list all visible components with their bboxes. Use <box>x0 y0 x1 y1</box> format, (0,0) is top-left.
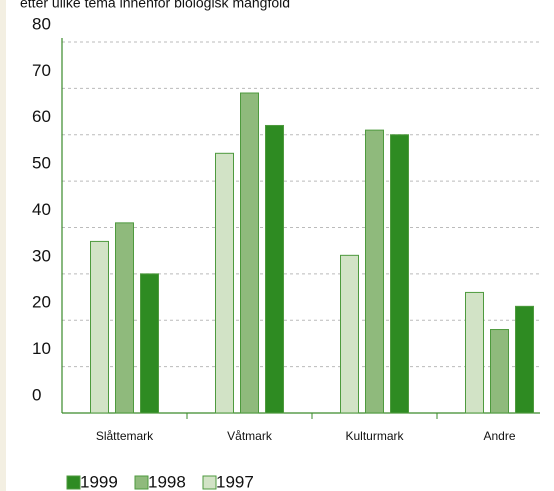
x-tick-label: Våtmark <box>227 429 273 443</box>
x-tick-label: Andre <box>483 429 515 443</box>
y-tick-label: 60 <box>32 107 51 126</box>
y-tick-label: 70 <box>32 61 51 80</box>
x-tick-label: Kulturmark <box>345 429 404 443</box>
y-tick-label: 10 <box>32 339 51 358</box>
bar <box>515 305 534 414</box>
legend-swatch <box>66 475 81 490</box>
bar <box>340 254 359 414</box>
bar <box>490 329 509 414</box>
bar <box>265 124 284 414</box>
x-tick-label: Slåttemark <box>96 429 154 443</box>
bar <box>365 129 384 414</box>
legend-swatch <box>202 475 217 490</box>
legend-label: 1997 <box>216 472 254 491</box>
bar <box>465 291 484 414</box>
y-tick-label: 0 <box>32 385 41 404</box>
bar <box>215 152 234 414</box>
bar <box>115 222 134 414</box>
bar <box>90 240 109 414</box>
y-tick-label: 80 <box>32 14 51 33</box>
bar <box>390 134 409 414</box>
y-tick-label: 50 <box>32 154 51 173</box>
y-tick-label: 30 <box>32 246 51 265</box>
legend-label: 1999 <box>80 472 118 491</box>
y-tick-label: 40 <box>32 200 51 219</box>
legend-swatch <box>134 475 149 490</box>
y-tick-label: 20 <box>32 293 51 312</box>
side-strip <box>0 0 6 491</box>
chart-subtitle: etter ulike tema innenfor biologisk mang… <box>20 0 290 11</box>
legend-label: 1998 <box>148 472 186 491</box>
bar <box>240 92 259 414</box>
bar <box>140 273 159 414</box>
